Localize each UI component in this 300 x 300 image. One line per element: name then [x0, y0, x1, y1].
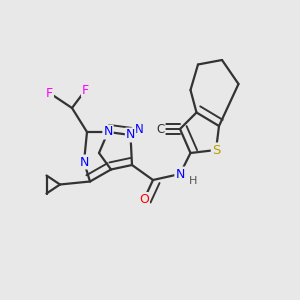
Text: N: N [134, 122, 143, 136]
Text: N: N [175, 167, 185, 181]
Text: H: H [189, 176, 198, 187]
Text: F: F [82, 83, 89, 97]
Text: N: N [103, 125, 113, 139]
Text: O: O [139, 193, 149, 206]
Text: S: S [212, 143, 220, 157]
Text: F: F [46, 86, 53, 100]
Text: N: N [79, 155, 89, 169]
Text: C: C [156, 122, 165, 136]
Text: N: N [126, 128, 135, 142]
